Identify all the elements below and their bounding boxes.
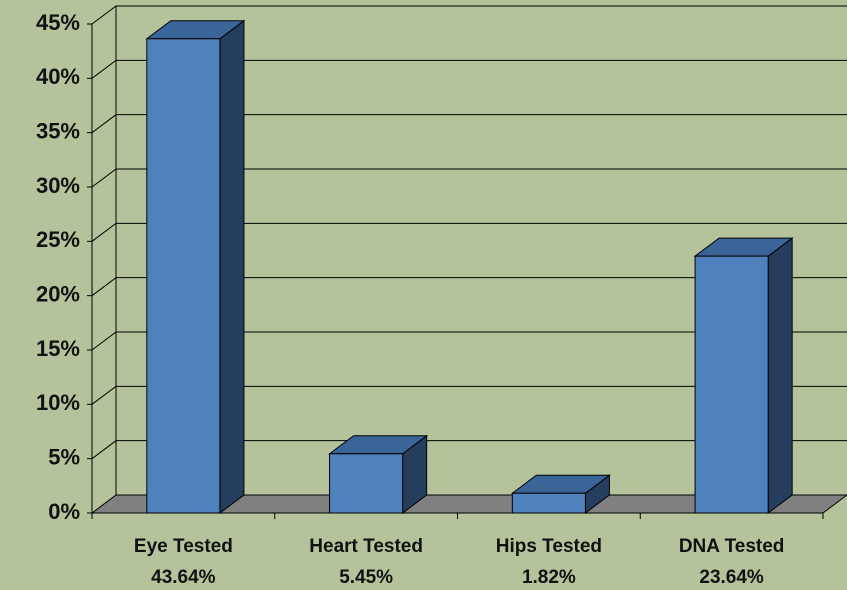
- bar: [510, 474, 611, 514]
- grid-line: [91, 59, 847, 79]
- y-tick-label: 40%: [36, 64, 80, 89]
- x-tick-label: DNA Tested: [679, 536, 785, 557]
- y-tick-label: 45%: [36, 10, 80, 35]
- bar-side: [219, 19, 245, 514]
- grid-line: [91, 331, 847, 351]
- value-label: 23.64%: [699, 567, 764, 588]
- y-tick-label: 20%: [36, 281, 80, 306]
- bar-front: [511, 492, 586, 514]
- y-tick-label: 5%: [48, 444, 80, 469]
- grid-line: [91, 440, 847, 460]
- grid-line: [91, 114, 847, 134]
- bar: [693, 237, 794, 514]
- grid-line: [91, 5, 847, 25]
- bar-front: [329, 453, 404, 514]
- x-tick-label: Heart Tested: [309, 536, 423, 557]
- bar-side: [767, 237, 793, 514]
- x-tick-label: Hips Tested: [496, 536, 602, 557]
- y-tick-label: 25%: [36, 227, 80, 252]
- bar-front: [146, 38, 221, 514]
- bar-front: [694, 255, 769, 514]
- value-label: 5.45%: [339, 567, 393, 588]
- grid-line: [91, 168, 847, 188]
- y-tick-label: 35%: [36, 118, 80, 143]
- y-tick-label: 10%: [36, 390, 80, 415]
- value-label: 43.64%: [151, 567, 216, 588]
- bar: [328, 434, 429, 514]
- grid-line: [91, 222, 847, 242]
- y-tick-label: 30%: [36, 173, 80, 198]
- y-tick-label: 0%: [48, 499, 80, 524]
- x-tick-label: Eye Tested: [134, 536, 233, 557]
- grid-line: [91, 277, 847, 297]
- grid-line: [91, 385, 847, 405]
- y-tick-label: 15%: [36, 336, 80, 361]
- value-label: 1.82%: [522, 567, 576, 588]
- bar: [145, 19, 246, 514]
